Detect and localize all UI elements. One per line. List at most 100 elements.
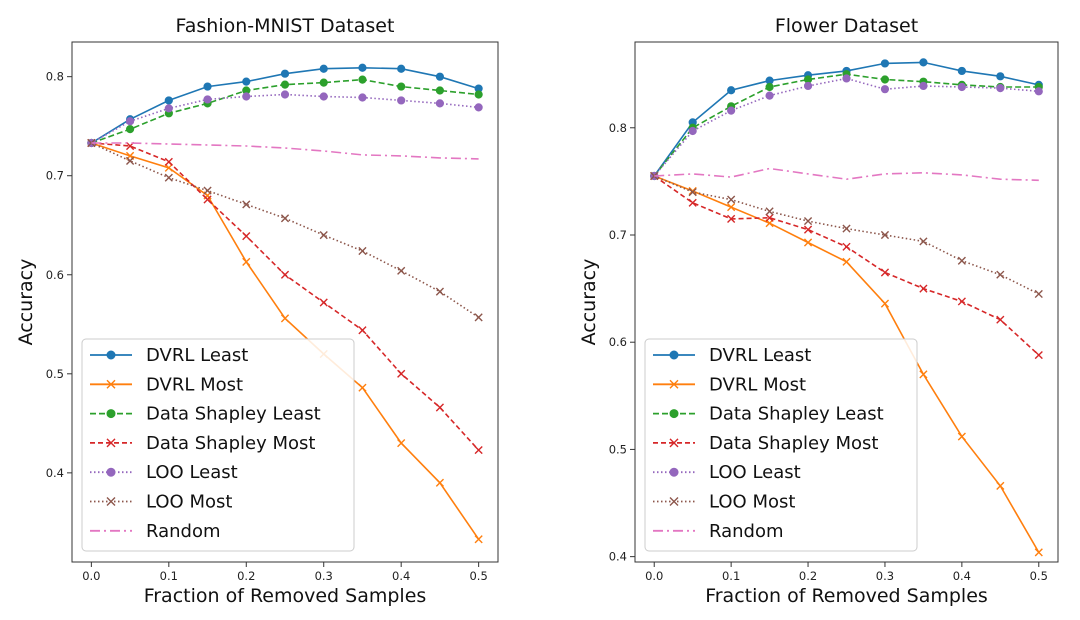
series-random <box>91 142 479 160</box>
x-axis-label: Fraction of Removed Samples <box>705 585 988 607</box>
series-line <box>653 77 1039 177</box>
legend-label: DVRL Least <box>709 345 811 366</box>
legend-label: Data Shapley Least <box>146 404 321 425</box>
series-loo-most <box>650 171 1043 299</box>
data-point <box>280 69 290 78</box>
series-loo-most <box>87 138 483 322</box>
legend-label: LOO Least <box>709 462 801 483</box>
data-point <box>435 86 445 95</box>
data-point <box>397 369 406 378</box>
legend-label: DVRL Most <box>709 374 806 395</box>
data-point <box>358 75 367 84</box>
data-point <box>996 315 1005 324</box>
x-tick-label: 0.3 <box>315 569 333 583</box>
data-point <box>474 103 483 112</box>
data-point <box>727 86 736 95</box>
chart-fashion-mnist: Fashion-MNIST Dataset 0.0 0.1 0.2 0.3 0.4 0.5 0… <box>15 15 499 607</box>
data-point <box>358 63 367 72</box>
data-point <box>765 91 774 100</box>
data-point <box>842 257 851 266</box>
legend-box <box>81 338 355 552</box>
data-point <box>474 445 483 455</box>
y-tick-label: 0.8 <box>609 121 627 135</box>
data-point <box>957 66 966 76</box>
data-point <box>242 77 251 86</box>
data-point <box>319 231 328 240</box>
data-point <box>435 99 445 108</box>
y-tick-label: 0.5 <box>46 367 64 381</box>
data-point <box>319 298 328 307</box>
x-tick-label: 0.4 <box>953 569 971 583</box>
x-tick-label: 0.0 <box>82 569 100 583</box>
data-point <box>397 64 406 73</box>
data-point <box>1034 548 1043 557</box>
data-point <box>688 126 697 136</box>
x-tick-label: 0.3 <box>876 569 894 583</box>
x-axis-label: Fraction of Removed Samples <box>144 585 427 607</box>
y-tick-label: 0.7 <box>609 228 627 242</box>
series-data-shapley-most <box>650 171 1043 360</box>
legend-marker <box>669 497 679 506</box>
x-tick-label: 0.5 <box>1030 569 1048 583</box>
data-point <box>164 157 173 166</box>
legend-label: Data Shapley Most <box>709 433 878 454</box>
x-tick-label: 0.1 <box>160 569 178 583</box>
data-point <box>242 232 251 241</box>
y-tick-label: 0.4 <box>46 466 64 480</box>
data-point <box>842 224 851 233</box>
data-point <box>203 186 212 195</box>
data-point <box>765 207 774 216</box>
data-point <box>87 138 96 148</box>
data-point <box>803 216 813 226</box>
data-point <box>125 125 135 134</box>
data-point <box>319 78 328 87</box>
data-point <box>957 82 966 92</box>
series-loo-least <box>87 90 483 148</box>
data-point <box>727 203 736 212</box>
data-point <box>164 96 173 105</box>
chart-flower: Flower Dataset 0.0 0.1 0.2 0.3 0.4 0.5 0.4 0.5 0.… <box>578 15 1059 607</box>
data-point <box>727 214 736 224</box>
data-point <box>688 188 697 197</box>
legend: DVRL Least DVRL Most Data Shapley Least Dat… <box>81 338 355 552</box>
data-point <box>358 383 367 392</box>
y-tick-label: 0.4 <box>609 550 627 564</box>
data-point <box>957 256 966 265</box>
x-tick-label: 0.4 <box>392 569 410 583</box>
data-point <box>996 84 1005 93</box>
data-point <box>880 268 890 277</box>
legend-label: LOO Most <box>709 492 795 513</box>
x-tick-label: 0.5 <box>469 569 487 583</box>
data-point <box>319 64 328 73</box>
data-point <box>242 92 251 101</box>
legend-marker <box>669 438 679 448</box>
y-tick-label: 0.8 <box>46 70 64 84</box>
data-point <box>319 92 328 101</box>
data-point <box>996 72 1005 81</box>
data-point <box>880 75 890 84</box>
data-point <box>280 270 290 279</box>
data-point <box>397 96 406 105</box>
data-point <box>1034 289 1043 299</box>
data-point <box>919 58 928 67</box>
data-point <box>397 82 406 91</box>
data-point <box>765 82 774 92</box>
legend-label: DVRL Most <box>146 374 243 395</box>
data-point <box>1034 350 1043 360</box>
legend-marker <box>106 409 116 419</box>
data-point <box>996 270 1005 279</box>
data-point <box>242 200 251 209</box>
legend-marker <box>106 350 116 360</box>
data-point <box>358 93 367 102</box>
data-point <box>1034 87 1043 96</box>
y-axis-label: Accuracy <box>578 259 600 346</box>
data-point <box>242 257 251 266</box>
data-point <box>803 238 813 247</box>
x-tick-label: 0.2 <box>799 569 817 583</box>
legend-label: Data Shapley Least <box>709 404 884 425</box>
legend: DVRL Least DVRL Most Data Shapley Least Dat… <box>644 338 918 552</box>
data-point <box>803 225 813 234</box>
y-tick-label: 0.5 <box>609 442 627 456</box>
data-point <box>280 314 290 323</box>
data-point <box>880 59 890 68</box>
